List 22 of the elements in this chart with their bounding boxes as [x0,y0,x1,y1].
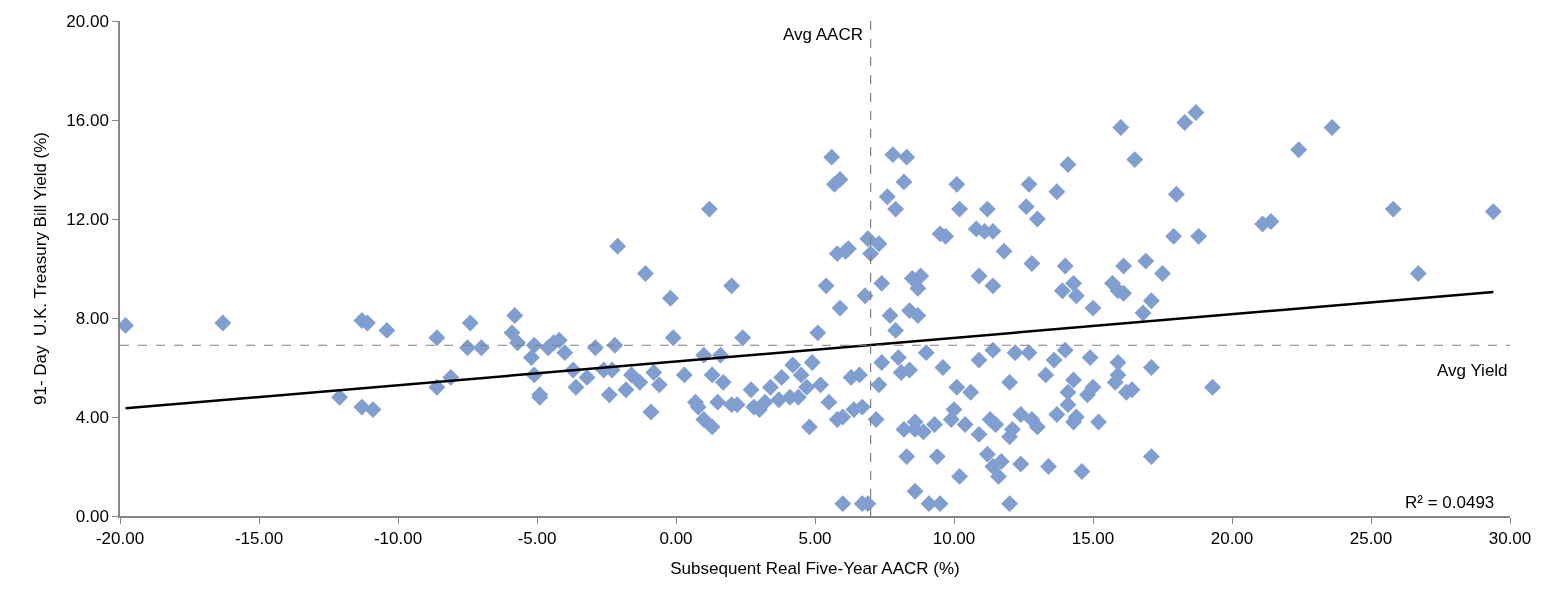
y-tick-label: 4.00 [75,407,109,427]
y-tick-label: 20.00 [66,11,109,31]
x-tick-label: 20.00 [1210,529,1254,549]
y-axis-title: 91- Day U.K. Treasury Bill Yield (%) [31,131,51,406]
ref-line-label: Avg Yield [1437,361,1508,380]
x-tick-label: -10.00 [373,529,423,549]
x-tick-label: -20.00 [95,529,145,549]
x-axis-title: Subsequent Real Five-Year AACR (%) [670,559,960,579]
annotation: R² = 0.0493 [1405,493,1495,512]
x-tick-label: 5.00 [798,529,832,549]
y-tick-label: 12.00 [66,209,109,229]
y-tick-label: 8.00 [75,308,109,328]
ref-line-label: Avg AACR [783,25,864,44]
x-tick-label: 0.00 [659,529,693,549]
x-tick-label: 15.00 [1071,529,1115,549]
x-tick-label: 10.00 [932,529,976,549]
x-tick-label: 25.00 [1349,529,1393,549]
x-tick-label: -15.00 [234,529,284,549]
y-tick-label: 0.00 [75,506,109,526]
x-tick-label: 30.00 [1488,529,1532,549]
x-tick-label: -5.00 [517,529,557,549]
y-tick-label: 16.00 [66,110,109,130]
